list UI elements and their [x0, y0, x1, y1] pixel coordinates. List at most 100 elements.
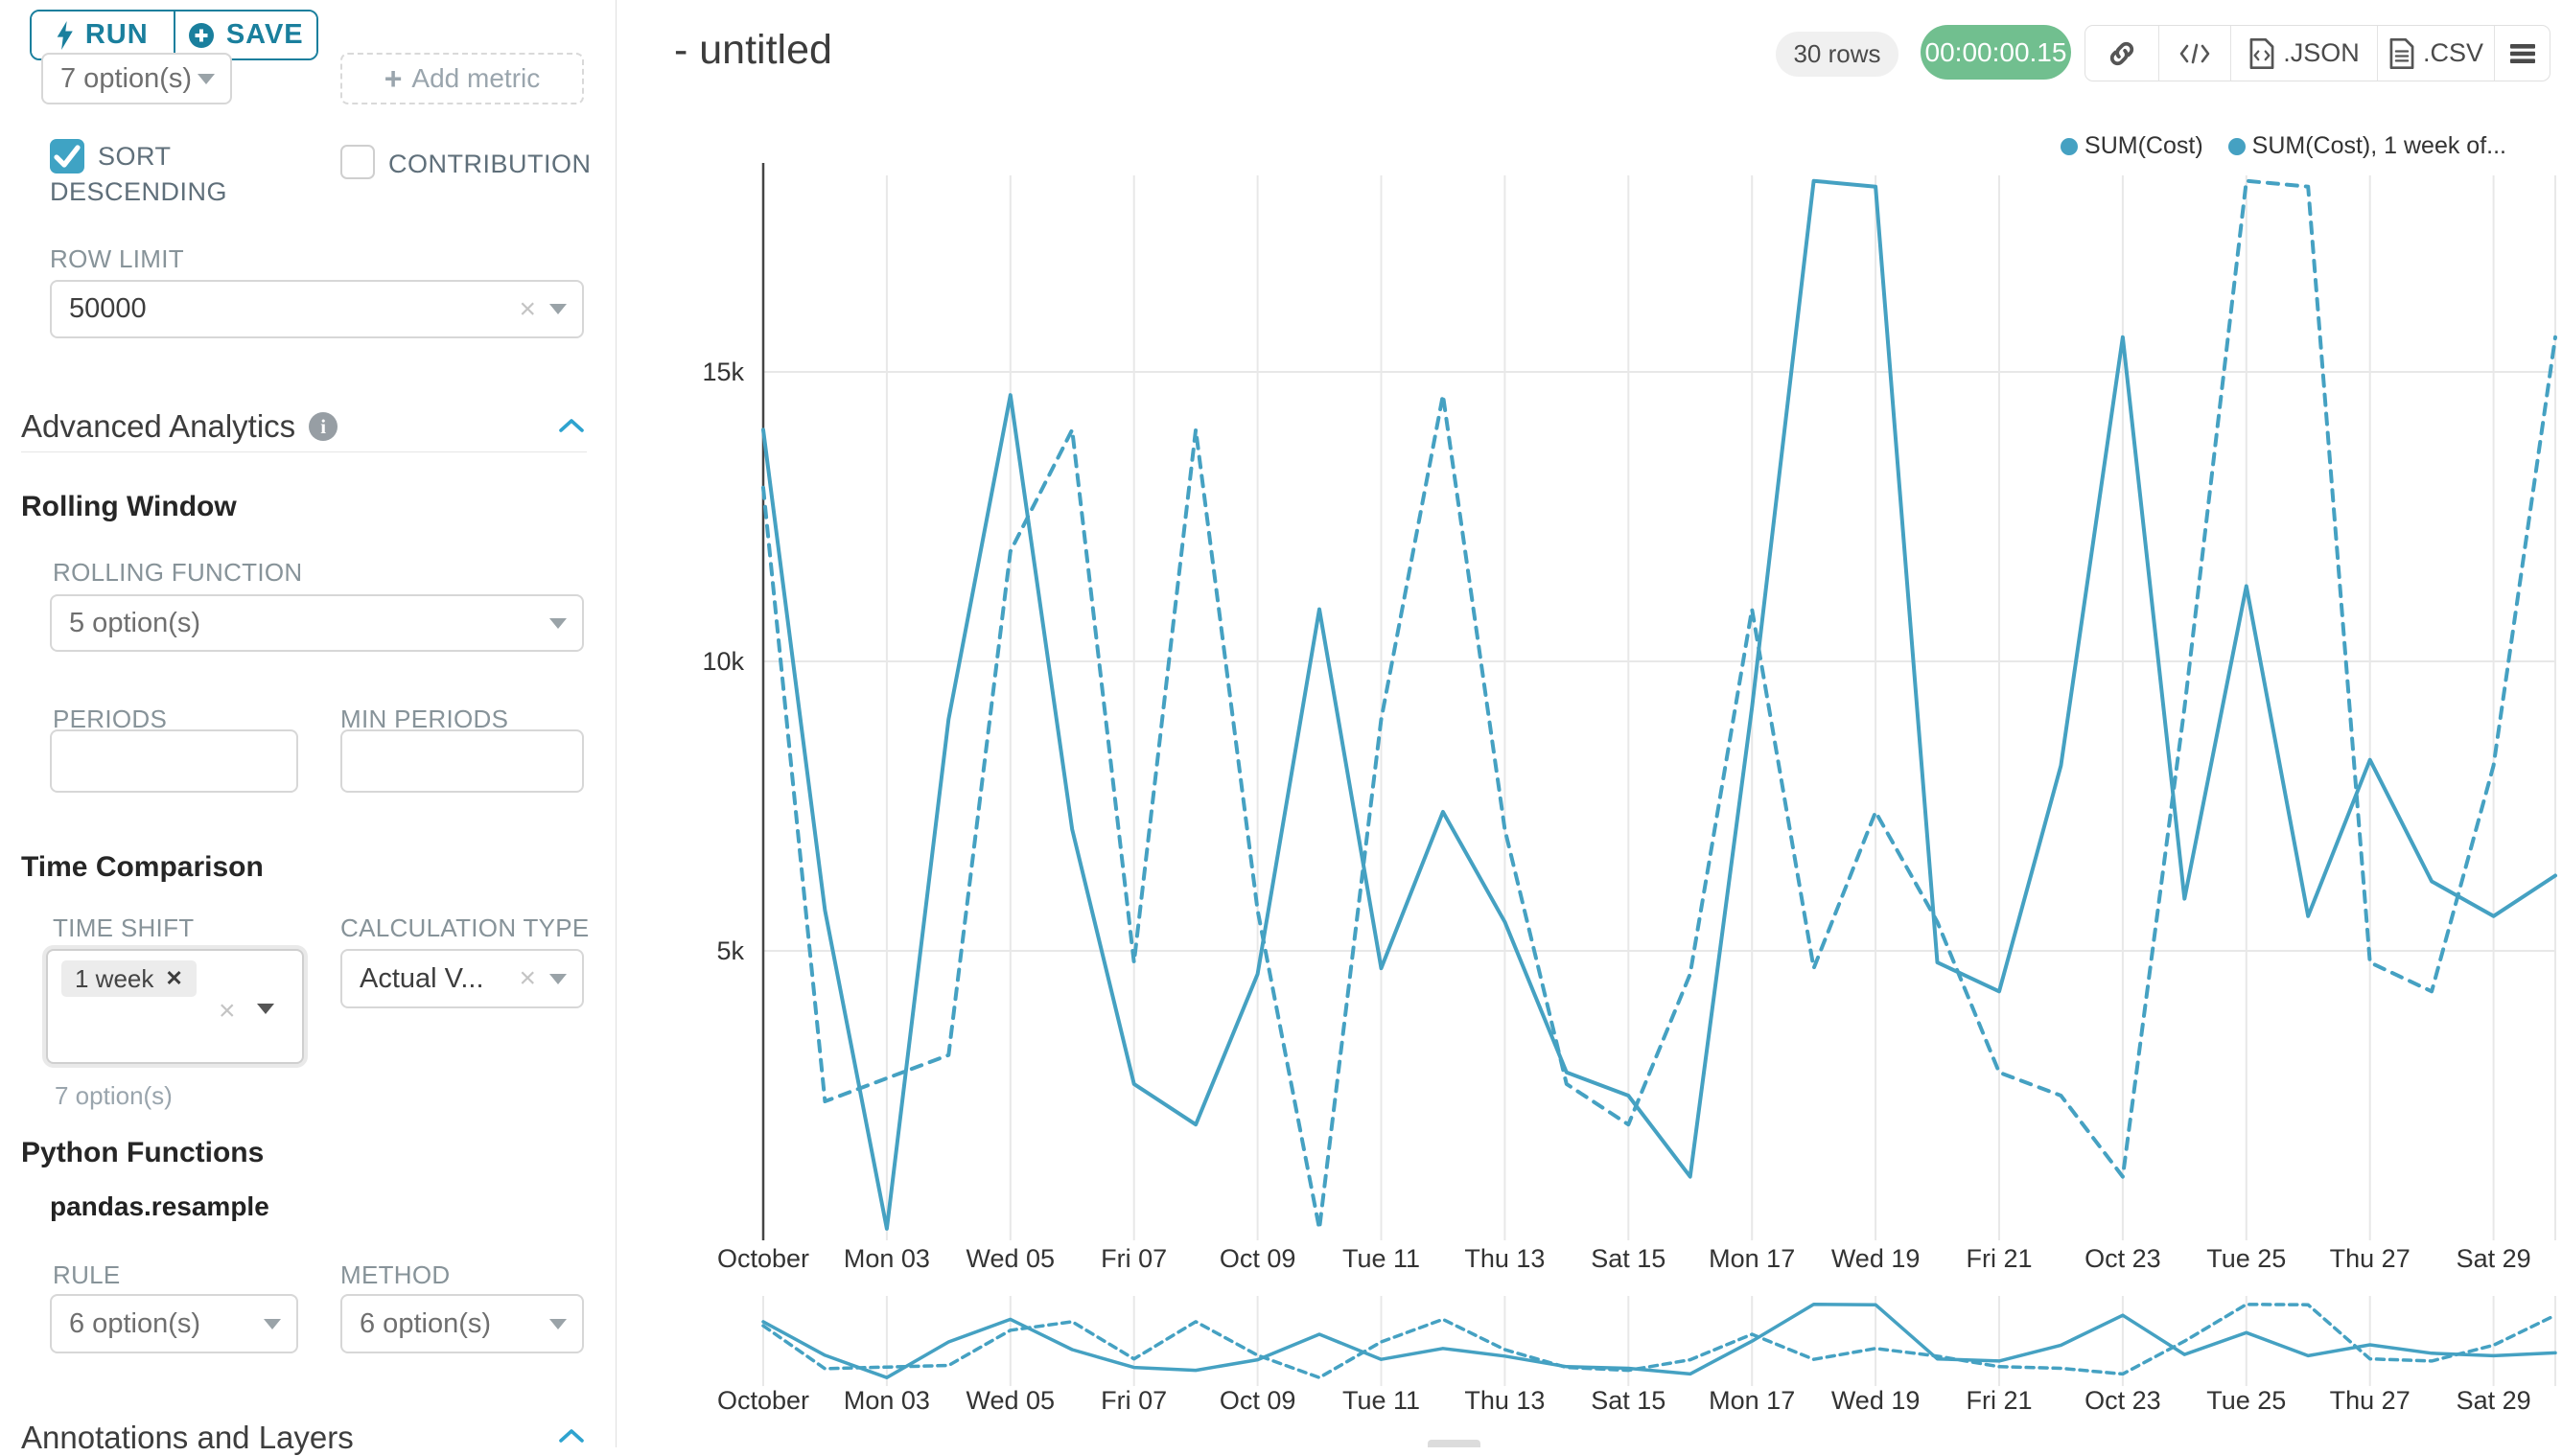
rolling-function-label: ROLLING FUNCTION: [53, 558, 303, 587]
run-save-button-group: RUN SAVE: [30, 10, 318, 60]
collapse-chevron-up-icon[interactable]: [558, 418, 585, 433]
control-panel: RUN SAVE 7 option(s) + Add metric SORT D…: [0, 0, 617, 1455]
bolt-icon: [57, 20, 73, 50]
time-comparison-title: Time Comparison: [21, 851, 264, 883]
series-line-dashed[interactable]: [761, 178, 2557, 1231]
y-axis-tick-label: 10k: [702, 647, 744, 676]
pandas-resample-label: pandas.resample: [50, 1191, 269, 1221]
x-axis-tick-label: Oct 23: [2085, 1244, 2161, 1273]
hamburger-menu-icon: [2509, 43, 2535, 63]
metrics-select[interactable]: 7 option(s): [41, 53, 232, 104]
data-panel-handle[interactable]: [1428, 1440, 1480, 1447]
rule-label: RULE: [53, 1260, 121, 1289]
x-axis-tick-label: Thu 27: [2330, 1244, 2411, 1273]
y-axis-tick-label: 5k: [716, 936, 744, 965]
check-icon: [54, 145, 81, 168]
periods-label: PERIODS: [53, 705, 168, 733]
clear-icon[interactable]: ×: [519, 962, 536, 994]
legend-label: SUM(Cost): [2085, 132, 2203, 159]
clear-icon[interactable]: ×: [519, 292, 536, 325]
sort-descending-label-1: SORT: [98, 142, 172, 171]
x-axis-tick-label: Fri 21: [1966, 1244, 2032, 1273]
chart-menu-button[interactable]: [2494, 26, 2550, 81]
method-label: METHOD: [340, 1260, 451, 1289]
mini-x-tick-label: Sat 15: [1591, 1386, 1665, 1415]
csv-file-icon: [2389, 37, 2414, 69]
plus-circle-icon: [188, 22, 214, 48]
row-limit-select[interactable]: 50000 ×: [50, 280, 584, 338]
mini-x-tick-label: Mon 03: [844, 1386, 930, 1415]
export-toolbar: .JSON .CSV: [2085, 25, 2550, 81]
legend-item-sum-cost-offset[interactable]: SUM(Cost), 1 week of...: [2227, 132, 2506, 160]
row-limit-value: 50000: [69, 293, 147, 324]
time-shift-multiselect[interactable]: 1 week ✕ ×: [46, 949, 304, 1064]
link-icon: [2109, 41, 2134, 65]
time-shift-label: TIME SHIFT: [53, 913, 195, 942]
export-csv-label: .CSV: [2422, 38, 2484, 67]
x-axis-tick-label: Oct 09: [1220, 1244, 1296, 1273]
contribution-label: CONTRIBUTION: [388, 150, 592, 178]
calculation-type-select[interactable]: Actual V... ×: [340, 949, 584, 1008]
clear-icon[interactable]: ×: [219, 995, 236, 1027]
y-axis-tick-label: 15k: [702, 358, 744, 386]
rule-select[interactable]: 6 option(s): [50, 1294, 298, 1353]
python-functions-title: Python Functions: [21, 1137, 265, 1168]
periods-input[interactable]: [50, 729, 298, 793]
row-limit-label: ROW LIMIT: [50, 244, 184, 273]
mini-x-tick-label: Oct 23: [2085, 1386, 2161, 1415]
save-button[interactable]: SAVE: [173, 12, 316, 58]
export-json-label: .JSON: [2283, 38, 2360, 67]
time-shift-helper: 7 option(s): [55, 1081, 173, 1110]
rolling-function-select[interactable]: 5 option(s): [50, 594, 584, 652]
min-periods-input[interactable]: [340, 729, 584, 793]
mini-series-line-solid[interactable]: [761, 1303, 2557, 1379]
chart-legend: SUM(Cost) SUM(Cost), 1 week of...: [2061, 132, 2506, 160]
mini-x-tick-label: Fri 21: [1966, 1386, 2032, 1415]
code-icon: [2179, 43, 2210, 63]
x-axis-tick-label: Sat 29: [2457, 1244, 2531, 1273]
metrics-select-value: 7 option(s): [60, 62, 193, 94]
chevron-down-icon: [264, 1318, 281, 1329]
x-axis-tick-label: Tue 25: [2206, 1244, 2286, 1273]
legend-dot: [2061, 137, 2079, 155]
time-shift-tag: 1 week ✕: [61, 960, 197, 997]
run-button[interactable]: RUN: [32, 12, 174, 58]
save-button-label: SAVE: [225, 19, 304, 50]
embed-code-button[interactable]: [2158, 26, 2230, 81]
series-line-solid[interactable]: [761, 178, 2557, 1231]
mini-x-tick-label: Sat 29: [2457, 1386, 2531, 1415]
mini-x-tick-label: Wed 05: [967, 1386, 1056, 1415]
x-axis-tick-label: Tue 11: [1342, 1244, 1420, 1273]
sort-descending-label-2: DESCENDING: [50, 177, 228, 206]
contribution-checkbox[interactable]: [340, 145, 375, 179]
sort-descending-checkbox[interactable]: [50, 139, 84, 173]
add-metric-label: Add metric: [411, 63, 541, 93]
chevron-down-icon: [549, 304, 567, 314]
info-icon: i: [309, 412, 338, 441]
calculation-type-value: Actual V...: [360, 962, 484, 994]
tag-close-icon[interactable]: ✕: [165, 966, 183, 990]
collapse-chevron-up-icon[interactable]: [558, 1428, 585, 1444]
legend-item-sum-cost[interactable]: SUM(Cost): [2061, 132, 2203, 160]
method-value: 6 option(s): [360, 1307, 492, 1339]
export-json-button[interactable]: .JSON: [2230, 26, 2377, 81]
mini-series-line-dashed[interactable]: [761, 1303, 2557, 1379]
mini-x-tick-label: Fri 07: [1101, 1386, 1167, 1415]
rule-value: 6 option(s): [69, 1307, 201, 1339]
add-metric-button[interactable]: + Add metric: [340, 53, 584, 104]
chart-title[interactable]: - untitled: [674, 27, 832, 73]
advanced-analytics-header[interactable]: Advanced Analytics i: [21, 408, 338, 445]
min-periods-label: MIN PERIODS: [340, 705, 509, 733]
rolling-function-value: 5 option(s): [69, 607, 201, 638]
method-select[interactable]: 6 option(s): [340, 1294, 584, 1353]
mini-x-tick-label: Tue 11: [1342, 1386, 1420, 1415]
chevron-down-icon: [549, 973, 567, 984]
chevron-down-icon: [198, 73, 215, 84]
mini-x-tick-label: Thu 27: [2330, 1386, 2411, 1415]
share-link-button[interactable]: [2085, 26, 2158, 81]
query-timer-badge: 00:00:00.15: [1921, 25, 2071, 80]
export-csv-button[interactable]: .CSV: [2377, 26, 2494, 81]
x-axis-tick-label: Mon 17: [1709, 1244, 1795, 1273]
mini-x-tick-label: Tue 25: [2206, 1386, 2286, 1415]
